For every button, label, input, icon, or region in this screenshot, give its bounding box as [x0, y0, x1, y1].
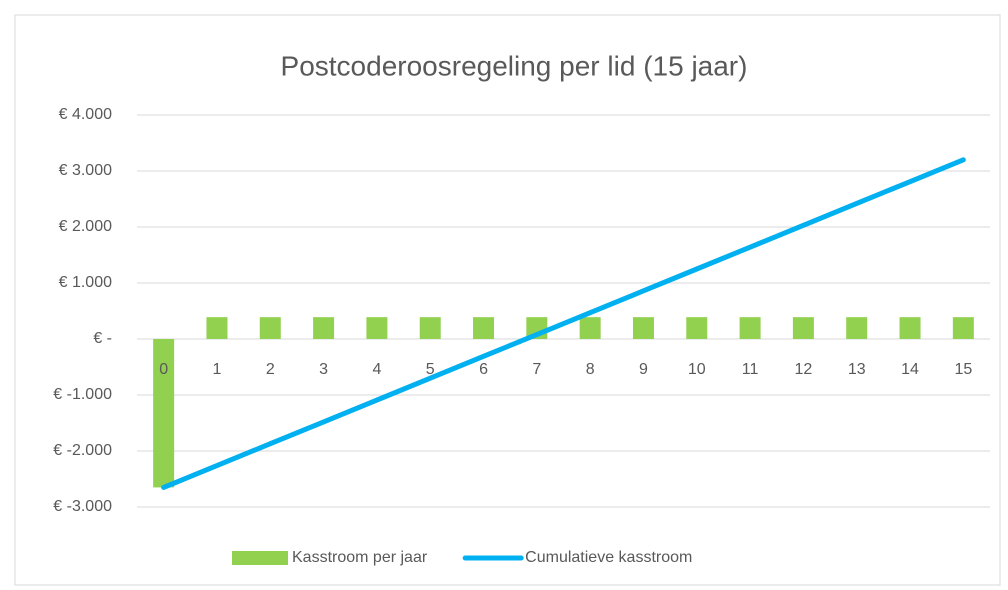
- legend-swatch: [232, 551, 288, 565]
- bar: [153, 339, 175, 488]
- y-tick-label: € -: [93, 330, 112, 347]
- bar: [259, 317, 281, 339]
- x-tick-label: 14: [901, 361, 919, 378]
- x-tick-label: 3: [319, 361, 328, 378]
- x-tick-label: 12: [795, 361, 813, 378]
- y-tick-label: € 3.000: [59, 162, 112, 179]
- bar: [473, 317, 495, 339]
- y-tick-label: € 1.000: [59, 274, 112, 291]
- bar: [792, 317, 814, 339]
- bar: [419, 317, 441, 339]
- line: [161, 157, 966, 490]
- bar: [686, 317, 708, 339]
- bar: [739, 317, 761, 339]
- x-tick-label: 4: [372, 361, 381, 378]
- y-tick-label: € 4.000: [59, 106, 112, 123]
- legend-label: Kasstroom per jaar: [292, 549, 428, 566]
- x-tick-label: 9: [639, 361, 648, 378]
- x-tick-label: 6: [479, 361, 488, 378]
- bar: [366, 317, 388, 339]
- x-tick-label: 1: [213, 361, 222, 378]
- bar: [899, 317, 921, 339]
- x-tick-label: 13: [848, 361, 866, 378]
- y-tick-label: € -2.000: [53, 442, 112, 459]
- bar: [206, 317, 228, 339]
- bar: [846, 317, 868, 339]
- x-tick-label: 5: [426, 361, 435, 378]
- y-tick-label: € -3.000: [53, 498, 112, 515]
- x-tick-label: 11: [742, 361, 759, 378]
- x-tick-label: 2: [266, 361, 275, 378]
- x-tick-label: 15: [954, 361, 972, 378]
- chart-frame: [14, 14, 1001, 586]
- chart-title: Postcoderoosregeling per lid (15 jaar): [281, 50, 748, 81]
- bar: [632, 317, 654, 339]
- bar: [579, 317, 601, 339]
- legend-label: Cumulatieve kasstroom: [525, 549, 692, 566]
- x-tick-label: 0: [159, 361, 168, 378]
- bar: [313, 317, 335, 339]
- x-tick-label: 10: [688, 361, 706, 378]
- y-tick-label: € 2.000: [59, 218, 112, 235]
- x-tick-label: 7: [532, 361, 541, 378]
- x-tick-label: 8: [586, 361, 595, 378]
- y-tick-label: € -1.000: [53, 386, 112, 403]
- bar: [952, 317, 974, 339]
